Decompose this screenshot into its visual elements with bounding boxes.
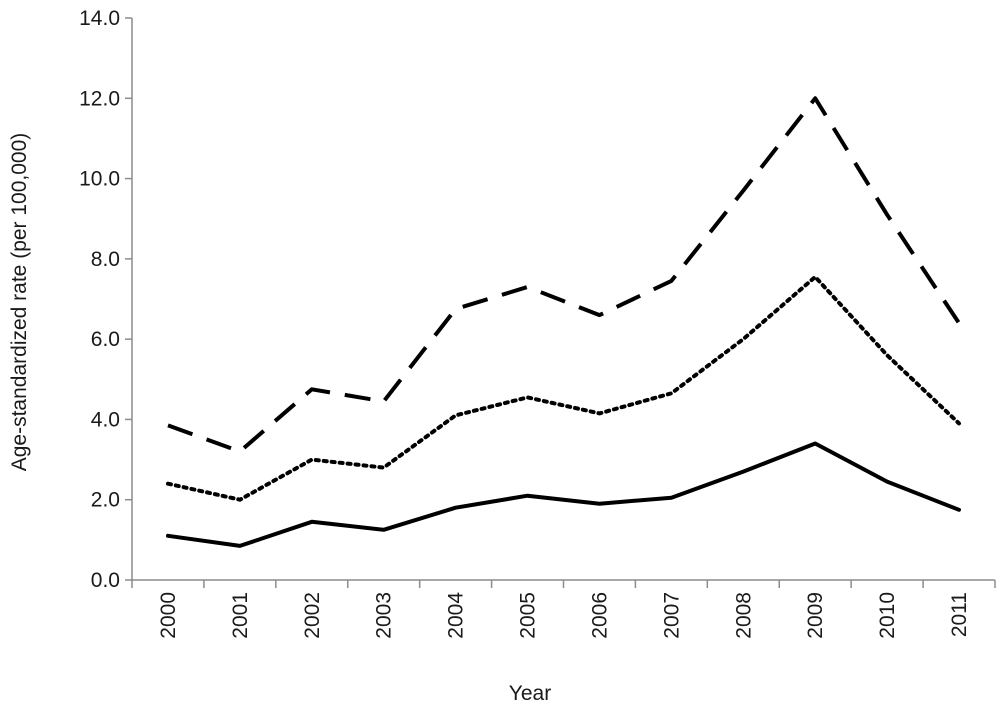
x-axis: 2000 2001 2002 2003 2004 2005 2006 2007 2008 2009… [131,579,996,639]
data-point [741,470,745,474]
data-point [885,353,889,357]
y-tick-label: 6.0 [91,328,120,351]
data-point [813,275,817,279]
data-point [741,337,745,341]
data-point [166,423,170,427]
data-point [885,213,889,217]
data-point [310,387,314,391]
data-point [526,395,530,399]
data-point [310,520,314,524]
series-layer [166,96,961,548]
data-point [669,279,673,283]
y-tick-label: 0.0 [91,569,120,592]
x-tick-label: 2008 [732,592,755,639]
x-tick-label: 2002 [301,592,324,639]
data-point [166,482,170,486]
data-point [813,442,817,446]
y-tick-label: 14.0 [79,7,120,30]
data-point [238,498,242,502]
data-point [526,494,530,498]
x-tick-label: 2011 [948,592,971,637]
data-point [382,466,386,470]
data-point [597,502,601,506]
data-point [957,421,961,425]
x-tick-label: 2001 [229,592,252,639]
data-point [669,391,673,395]
y-axis-label: Age-standardized rate (per 100,000) [8,133,31,472]
data-point [885,480,889,484]
series-line-dotted [166,274,961,502]
y-tick-label: 2.0 [91,489,120,512]
data-point [454,307,458,311]
data-point [166,534,170,538]
data-point [382,528,386,532]
data-point [741,189,745,193]
x-tick-label: 2004 [445,592,468,639]
data-point [310,458,314,462]
data-point [526,285,530,289]
y-axis: 0.0 2.0 4.0 6.0 8.0 10.0 12.0 14.0 [79,7,133,592]
x-tick-label: 2007 [660,592,683,639]
data-point [597,411,601,415]
x-tick-label: 2005 [517,592,540,639]
y-tick-label: 12.0 [79,87,120,110]
data-point [597,313,601,317]
data-point [957,321,961,325]
data-point [669,496,673,500]
y-tick-label: 4.0 [91,408,120,431]
x-tick-label: 2010 [876,592,899,639]
y-tick-label: 10.0 [79,168,120,191]
series-line-dashed [167,96,961,454]
data-point [238,450,242,454]
data-point [957,508,961,512]
x-tick-label: 2006 [588,592,611,639]
x-tick-label: 2009 [804,592,827,639]
y-tick-label: 8.0 [91,248,120,271]
data-point [813,96,817,100]
data-point [454,506,458,510]
x-tick-label: 2000 [157,592,180,639]
x-tick-label: 2003 [373,592,396,639]
x-axis-label: Year [509,682,551,705]
data-point [382,399,386,403]
data-point [454,413,458,417]
series-line-solid [166,441,961,548]
data-point [238,544,242,548]
